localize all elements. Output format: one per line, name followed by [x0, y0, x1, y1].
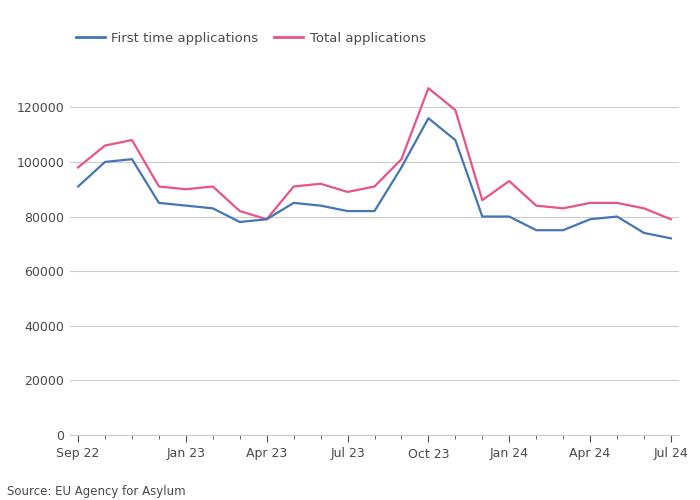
Text: Source: EU Agency for Asylum: Source: EU Agency for Asylum [7, 484, 186, 498]
Legend: First time applications, Total applications: First time applications, Total applicati… [71, 26, 431, 50]
